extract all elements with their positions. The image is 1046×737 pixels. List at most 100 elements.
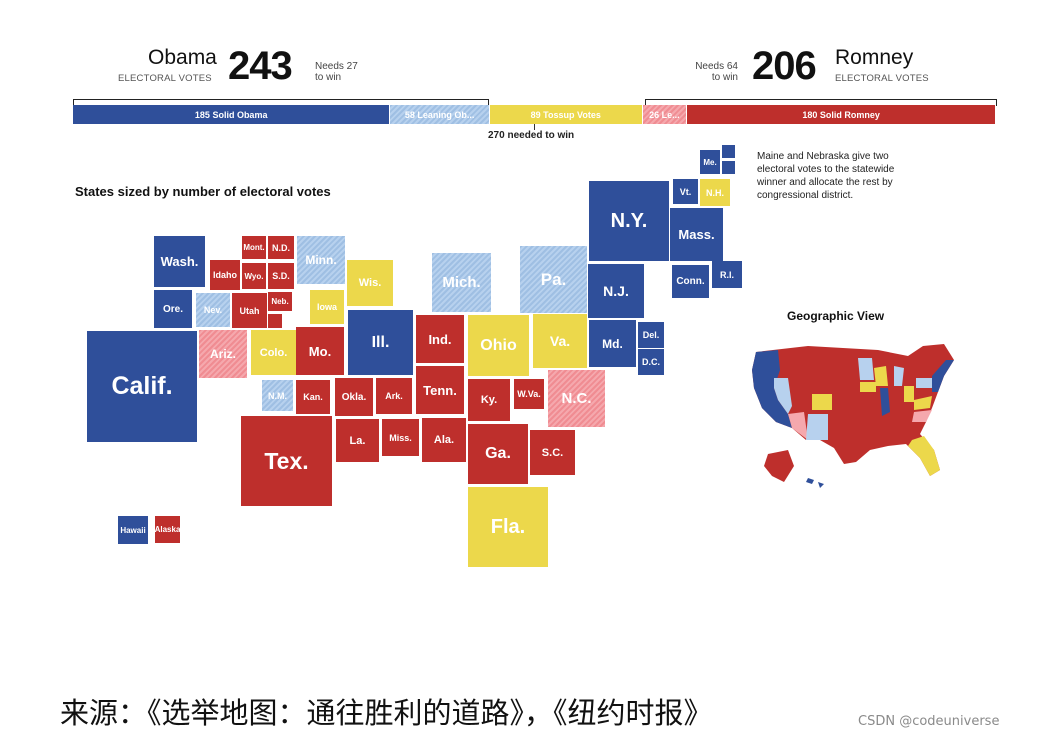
state-colo[interactable]: Colo. [251,330,296,375]
state-md[interactable]: Md. [589,320,636,367]
state-mass[interactable]: Mass. [670,208,723,261]
state-dc[interactable]: D.C. [638,349,664,375]
state-minn[interactable]: Minn. [297,236,345,284]
geo-lower-48-base [752,344,954,476]
state-conn[interactable]: Conn. [672,265,709,298]
state-nh[interactable]: N.H. [700,179,730,206]
state-ariz[interactable]: Ariz. [199,330,247,378]
threshold-label: 270 needed to win [488,130,575,141]
state-kan[interactable]: Kan. [296,380,330,414]
cartogram-title: States sized by number of electoral vote… [75,184,331,199]
state-neb-district[interactable] [268,314,282,328]
geo-west-coast [752,350,792,428]
state-del[interactable]: Del. [638,322,664,348]
obama-electoral-votes-label: ELECTORAL VOTES [118,73,212,84]
state-pa[interactable]: Pa. [520,246,587,313]
geo-north-carolina [912,410,932,422]
obama-needs: Needs 27 to win [315,61,358,83]
csdn-credit: CSDN @codeuniverse [858,714,1000,729]
state-me-district-2[interactable] [722,161,735,174]
geo-wisconsin [874,366,888,386]
state-ore[interactable]: Ore. [154,290,192,328]
state-ny[interactable]: N.Y. [589,181,669,261]
state-la[interactable]: La. [336,419,379,462]
state-ohio[interactable]: Ohio [468,315,529,376]
bar-segment-solid-obama: 185 Solid Obama [73,105,390,124]
geo-illinois [880,388,890,416]
state-alaska[interactable]: Alaska [155,516,180,543]
state-wyo[interactable]: Wyo. [242,263,266,289]
geo-pennsylvania [916,378,932,388]
threshold-tick [534,124,535,130]
obama-electoral-votes: 243 [228,44,293,88]
state-mich[interactable]: Mich. [432,253,491,312]
maine-nebraska-note: Maine and Nebraska give two electoral vo… [757,151,895,201]
state-ind[interactable]: Ind. [416,315,464,363]
geo-nevada [774,378,792,414]
romney-bracket [645,99,997,106]
source-caption: 来源：《选举地图：通往胜利的道路》，《纽约时报》 [60,696,713,730]
romney-needs: Needs 64 to win [690,61,738,83]
state-tenn[interactable]: Tenn. [416,366,464,414]
state-miss[interactable]: Miss. [382,419,419,456]
state-okla[interactable]: Okla. [335,378,373,416]
geographic-view-title: Geographic View [787,309,885,323]
geo-minnesota [858,358,874,380]
obama-name: Obama [148,46,217,69]
romney-electoral-votes-label: ELECTORAL VOTES [835,73,929,84]
romney-electoral-votes: 206 [752,44,817,88]
geo-colorado [812,394,832,410]
state-hawaii[interactable]: Hawaii [118,516,148,544]
state-tex[interactable]: Tex. [241,416,332,506]
state-nev[interactable]: Nev. [196,293,230,327]
geo-arizona [788,412,808,440]
state-me-district-1[interactable] [722,145,735,158]
state-calif[interactable]: Calif. [87,331,197,442]
state-wva[interactable]: W.Va. [514,379,544,409]
state-neb[interactable]: Neb. [268,292,292,311]
state-nj[interactable]: N.J. [588,264,644,318]
state-ark[interactable]: Ark. [376,378,412,414]
state-iowa[interactable]: Iowa [310,290,344,324]
bar-segment-leaning-obama: 58 Leaning Ob... [390,105,489,124]
bar-segment-solid-romney: 180 Solid Romney [687,105,995,124]
state-me[interactable]: Me. [700,150,720,174]
geo-hawaii-island [818,482,824,488]
geo-new-mexico [806,414,828,440]
obama-bracket [73,99,489,106]
geo-iowa [860,382,876,392]
geo-florida [908,436,940,476]
geo-ohio [904,386,914,402]
geographic-map [752,344,954,488]
state-wash[interactable]: Wash. [154,236,205,287]
state-vt[interactable]: Vt. [673,179,698,204]
state-utah[interactable]: Utah [232,293,267,328]
state-ill[interactable]: Ill. [348,310,413,375]
geo-virginia [914,396,932,410]
state-mo[interactable]: Mo. [296,327,344,375]
state-nd[interactable]: N.D. [268,236,294,259]
geo-michigan [894,366,904,386]
state-sd[interactable]: S.D. [268,263,294,289]
romney-needs-line2: to win [711,72,738,83]
bar-segment-tossup: 89 Tossup Votes [489,105,642,124]
state-nm[interactable]: N.M. [262,380,293,411]
state-nc[interactable]: N.C. [548,370,605,427]
obama-needs-line1: Needs 27 [315,61,358,72]
geo-hawaii [806,478,814,484]
state-sc[interactable]: S.C. [530,430,575,475]
state-va[interactable]: Va. [533,314,587,368]
geo-alaska [764,450,794,482]
state-fla[interactable]: Fla. [468,487,548,567]
state-wis[interactable]: Wis. [347,260,393,306]
state-ga[interactable]: Ga. [468,424,528,484]
romney-name: Romney [835,46,914,69]
state-ky[interactable]: Ky. [468,379,510,421]
state-idaho[interactable]: Idaho [210,260,240,290]
state-ri[interactable]: R.I. [712,261,742,288]
bar-segment-leaning-romney: 26 Le... [642,105,687,124]
geo-northeast [932,360,954,392]
state-mont[interactable]: Mont. [242,236,266,259]
obama-needs-line2: to win [315,72,342,83]
state-ala[interactable]: Ala. [422,418,466,462]
